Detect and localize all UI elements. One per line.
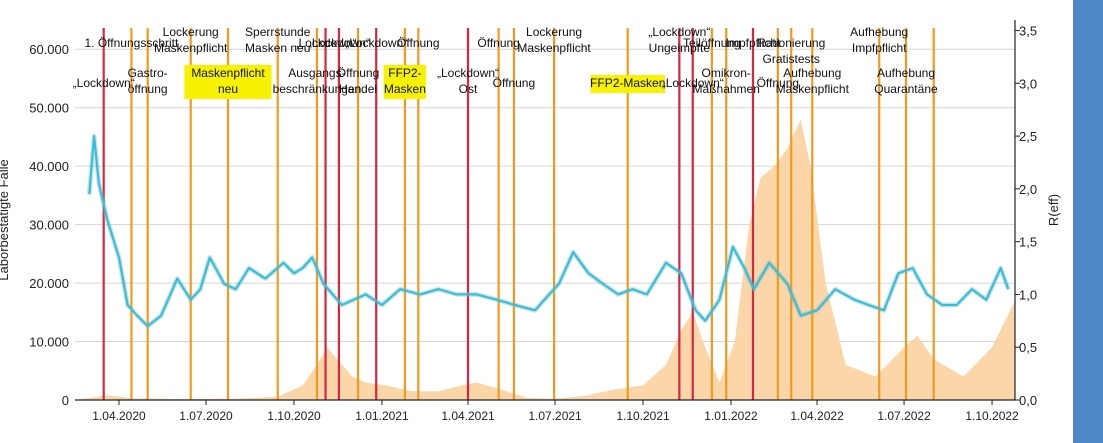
event-label-0: „Lockdown“ (73, 76, 135, 90)
event-label-18: „Lockdown“ (648, 25, 710, 39)
event-label-23: Öffnung (757, 76, 799, 90)
event-lines (102, 28, 935, 400)
reff-line-layer (86, 133, 1011, 329)
gridlines (75, 48, 1015, 343)
event-label-25: Aufhebung (783, 66, 841, 80)
x-tick-label: 1.04.2021 (441, 409, 495, 423)
event-label-16: Maskenpflicht (517, 41, 591, 55)
event-label-1: 1. Öffnungsschritt (85, 36, 179, 50)
event-label-24: Gratistests (763, 52, 820, 66)
x-tick-label: 1.10.2021 (616, 409, 670, 423)
case-area (75, 119, 1015, 401)
y-right-tick-label: 3,0 (1019, 76, 1037, 91)
y-right-tick-label: 0,0 (1019, 393, 1037, 408)
y-left-tick-label: 50.000 (29, 101, 69, 116)
event-label-13: „Lockdown“ (437, 66, 499, 80)
event-label-highlight (383, 65, 427, 99)
event-label-6: Ausgangs- (288, 66, 345, 80)
event-label-10: „Lockdown“ (345, 36, 407, 50)
x-tick-label: 1.07.2022 (877, 409, 931, 423)
y-left-tick-label: 20.000 (29, 276, 69, 291)
event-label-18: Ungeimpfte (649, 41, 711, 55)
x-tick-label: 1.07.2021 (528, 409, 582, 423)
y-right-tick-label: 1,5 (1019, 235, 1037, 250)
event-label-4: neu (218, 82, 238, 96)
y-right-tick-label: 3,5 (1019, 24, 1037, 39)
event-label-9: Öffnung (337, 66, 379, 80)
event-label-26: Impfpflicht (852, 41, 907, 55)
x-tick-label: 1.01.2021 (355, 409, 409, 423)
event-label-4: Maskenpflicht (191, 66, 265, 80)
event-label-27: Aufhebung (877, 66, 935, 80)
case-area-layer (75, 119, 1015, 401)
event-label-6: beschränkungen (273, 82, 362, 96)
event-label-3: Maskenpflicht (154, 41, 228, 55)
x-tick-label: 1.01.2022 (704, 409, 758, 423)
y-left-tick-label: 40.000 (29, 159, 69, 174)
event-label-16: Lockerung (526, 25, 582, 39)
event-label-13: Ost (459, 82, 478, 96)
event-label-21: Omikron- (702, 66, 751, 80)
event-label-20: Teilöffnung (683, 36, 741, 50)
event-label-8: „Lockdown“ (308, 36, 370, 50)
x-tick-label: 1.07.2020 (179, 409, 233, 423)
y-right-tick-label: 1,0 (1019, 287, 1037, 302)
x-tick-label: 1.04.2022 (790, 409, 844, 423)
event-label-highlight (184, 65, 272, 99)
x-tick-label: 1.10.2022 (965, 409, 1019, 423)
event-label-22: Impfpflicht (726, 36, 781, 50)
event-label-2: Gastro- (128, 66, 168, 80)
event-label-9: Handel (339, 82, 377, 96)
y-right-tick-label: 2,0 (1019, 182, 1037, 197)
y-left-tick-label: 60.000 (29, 42, 69, 57)
y-left-axis-title: Laborbestätigte Fälle (0, 159, 11, 280)
y-right-tick-label: 0,5 (1019, 340, 1037, 355)
event-label-17: FFP2-Masken (590, 76, 665, 90)
reff-line (88, 135, 1010, 328)
x-tick-label: 1.04.2020 (92, 409, 146, 423)
event-label-11: Masken (384, 82, 426, 96)
y-left-tick-label: 0 (62, 393, 69, 408)
event-label-2: öffnung (128, 82, 168, 96)
event-label-12: Öffnung (397, 36, 439, 50)
right-sidebar-strip (1073, 0, 1103, 443)
event-label-7: „Lockdown“ (295, 36, 357, 50)
event-label-5: Masken neu (245, 41, 310, 55)
event-label-14: Öffnung (477, 36, 519, 50)
y-left-tick-label: 30.000 (29, 218, 69, 233)
event-label-27: Quarantäne (874, 82, 938, 96)
event-label-11: FFP2- (388, 66, 421, 80)
axes: 0 10.000 20.000 30.000 40.000 50.000 60.000 0,0… (0, 20, 1061, 423)
event-label-24: Rationierung (757, 36, 825, 50)
y-right-tick-label: 2,5 (1019, 129, 1037, 144)
event-labels: „Lockdown“ 1. Öffnungsschritt Gastro-öffnu… (73, 25, 938, 99)
x-tick-label: 1.10.2020 (267, 409, 321, 423)
event-label-highlight (590, 75, 665, 93)
event-label-19: „Lockdown“ (662, 76, 724, 90)
event-label-26: Aufhebung (850, 25, 908, 39)
event-label-25: Maskenpflicht (776, 82, 850, 96)
y-left-tick-label: 10.000 (29, 335, 69, 350)
y-right-axis-title: R(eff) (1046, 194, 1061, 226)
event-label-15: Öffnung (493, 76, 535, 90)
event-label-21: Maßnahmen (693, 82, 760, 96)
event-label-3: Lockerung (163, 25, 219, 39)
event-label-5: Sperrstunde (245, 25, 311, 39)
